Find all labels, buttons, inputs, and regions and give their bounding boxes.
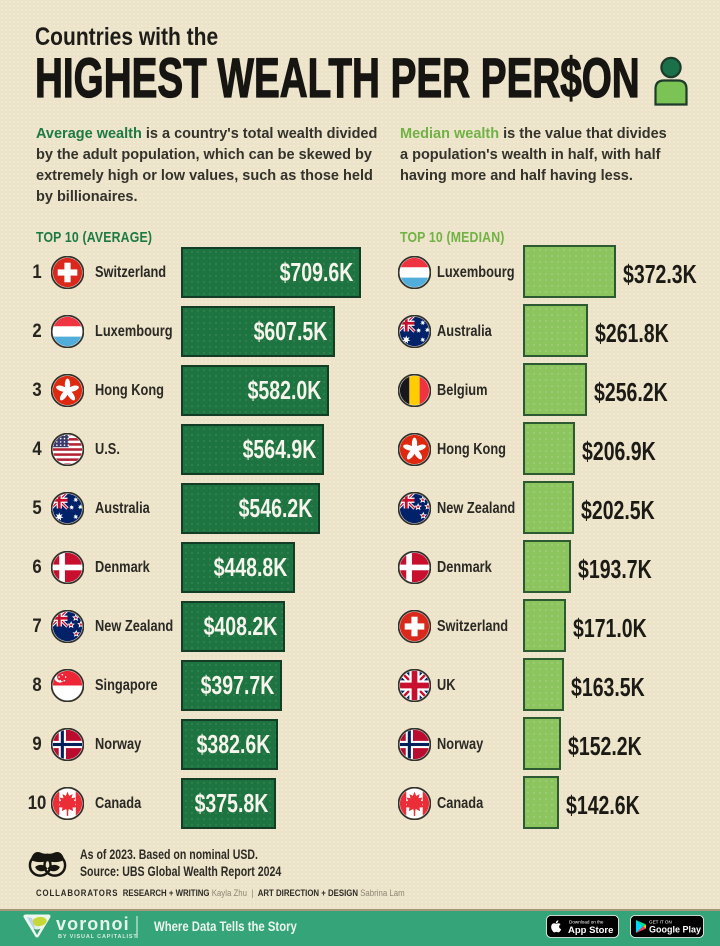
svg-text:GET IT ON: GET IT ON xyxy=(649,920,672,925)
svg-text:Google Play: Google Play xyxy=(649,925,701,935)
svg-text:App Store: App Store xyxy=(568,925,613,936)
svg-text:Download on the: Download on the xyxy=(569,920,604,925)
